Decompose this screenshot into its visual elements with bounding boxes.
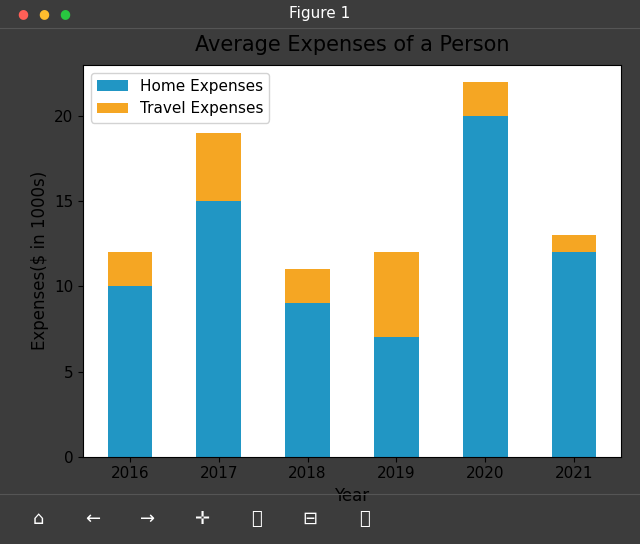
Text: →: →	[140, 510, 155, 528]
Y-axis label: Expenses($ in 1000s): Expenses($ in 1000s)	[31, 171, 49, 350]
X-axis label: Year: Year	[335, 487, 369, 505]
Text: ●: ●	[38, 8, 49, 20]
Bar	[285, 304, 330, 456]
Text: Figure 1: Figure 1	[289, 7, 351, 21]
Bar	[108, 286, 152, 456]
Title: Average Expenses of a Person: Average Expenses of a Person	[195, 35, 509, 55]
Text: 💾: 💾	[360, 510, 370, 528]
Text: ●: ●	[17, 8, 28, 20]
Bar	[374, 252, 419, 337]
Bar	[196, 201, 241, 456]
Text: ●: ●	[60, 8, 70, 20]
Text: ←: ←	[85, 510, 100, 528]
Text: ⌂: ⌂	[33, 510, 44, 528]
Text: ⌕: ⌕	[251, 510, 261, 528]
Bar	[463, 82, 508, 116]
Bar	[285, 269, 330, 304]
Bar	[552, 252, 596, 456]
Legend: Home Expenses, Travel Expenses: Home Expenses, Travel Expenses	[91, 73, 269, 122]
Bar	[374, 337, 419, 456]
Bar	[108, 252, 152, 286]
Text: ✛: ✛	[194, 510, 209, 528]
Text: ⊟: ⊟	[303, 510, 318, 528]
Bar	[552, 236, 596, 252]
Bar	[463, 116, 508, 456]
Bar	[196, 133, 241, 201]
